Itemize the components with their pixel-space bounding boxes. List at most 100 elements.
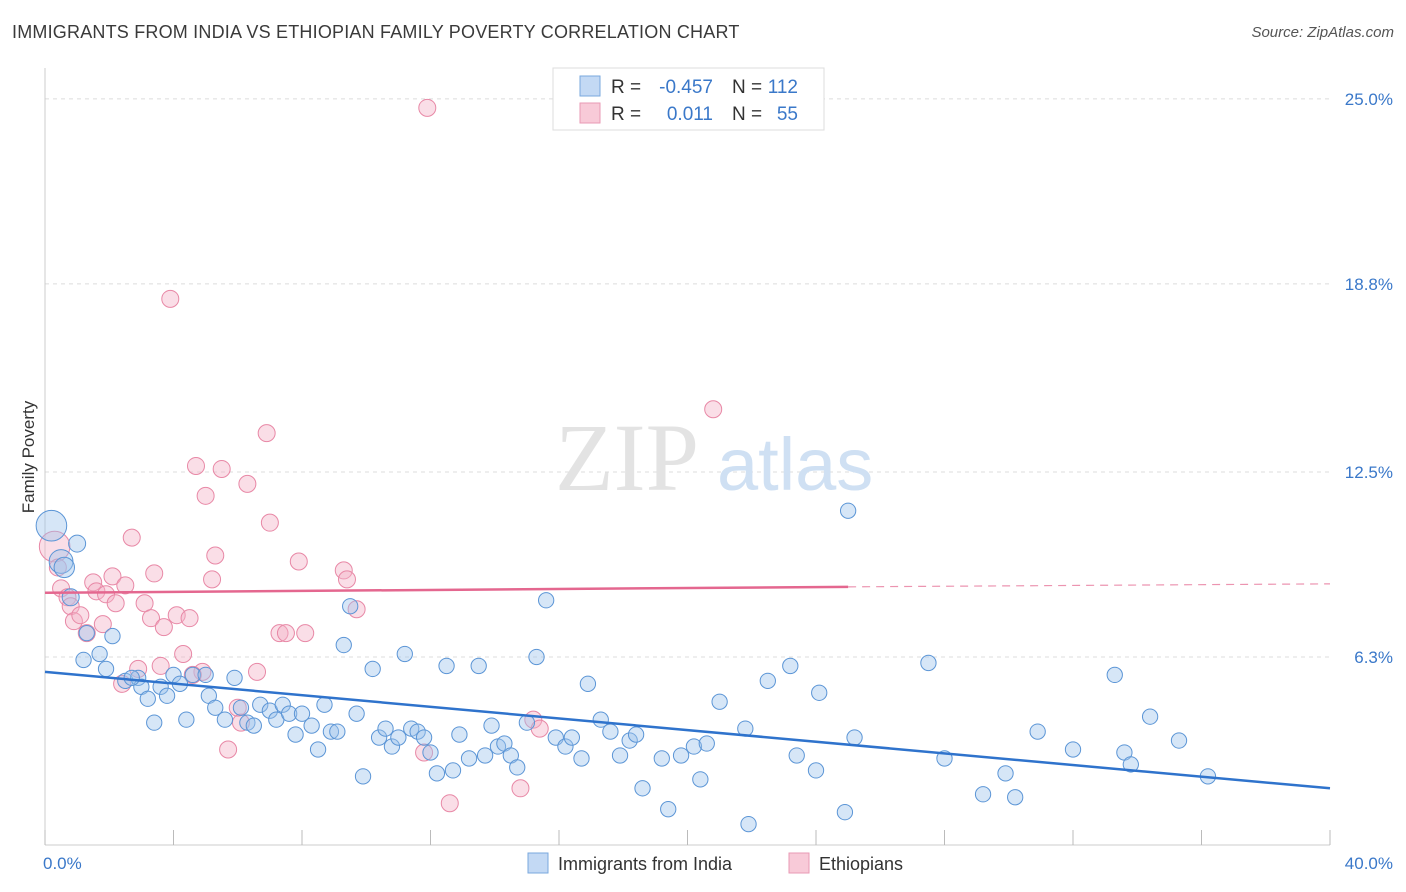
series-india-points — [35, 502, 1217, 833]
ethiopians-point — [174, 644, 193, 663]
india-point — [146, 714, 163, 731]
india-point — [415, 729, 433, 746]
india-point — [920, 654, 937, 672]
ethiopians-point — [161, 289, 180, 308]
india-point — [428, 765, 446, 782]
india-point — [422, 744, 439, 761]
india-point — [451, 726, 468, 743]
y-tick-label: 6.3% — [1354, 648, 1393, 667]
chart-title: IMMIGRANTS FROM INDIA VS ETHIOPIAN FAMIL… — [12, 22, 740, 42]
ethiopians-point — [257, 424, 276, 443]
legend-n-label-india: N = — [732, 77, 762, 98]
india-point — [409, 723, 426, 740]
ethiopians-point — [212, 459, 231, 478]
india-point — [335, 636, 352, 654]
ethiopians-point — [103, 567, 122, 586]
india-point — [309, 741, 327, 758]
india-point — [97, 660, 115, 678]
india-point — [216, 711, 234, 728]
watermark-zip: ZIP — [555, 404, 699, 511]
trend-line-india — [44, 670, 1331, 790]
india-point — [370, 729, 388, 746]
axes — [44, 68, 1331, 846]
india-point — [1007, 789, 1024, 806]
india-point — [672, 747, 690, 764]
ethiopians-point — [106, 594, 125, 613]
legend-r-value-ethiopians: 0.011 — [667, 104, 713, 125]
trend-lines — [44, 583, 1331, 790]
ethiopians-point — [296, 624, 315, 643]
india-point — [698, 735, 715, 752]
india-point — [342, 598, 359, 615]
ethiopians-point — [142, 609, 161, 628]
india-point — [573, 750, 590, 767]
ethiopians-point — [97, 585, 116, 604]
legend-n-label-ethiopians: N = — [732, 104, 762, 125]
india-point — [184, 666, 201, 684]
india-point — [158, 687, 176, 704]
ethiopians-point — [122, 528, 141, 547]
india-point — [839, 502, 857, 519]
india-point — [322, 723, 340, 740]
india-point — [438, 657, 455, 675]
source-label: Source: ZipAtlas.com — [1251, 24, 1394, 41]
series-legend-label-india: Immigrants from India — [558, 854, 733, 874]
india-point — [974, 786, 992, 803]
india-point — [621, 732, 638, 749]
india-point — [788, 747, 805, 764]
ethiopians-point — [71, 606, 90, 625]
india-point — [538, 592, 555, 609]
india-point — [123, 669, 140, 687]
series-legend-swatch-ethiopians — [788, 852, 810, 874]
india-point — [476, 747, 494, 764]
series-ethiopians-points — [38, 98, 723, 813]
ethiopians-point — [704, 400, 723, 419]
ethiopians-point — [228, 698, 247, 717]
india-point — [396, 645, 413, 663]
india-point — [711, 693, 728, 710]
trend-line-ethiopians — [44, 585, 849, 595]
india-point — [1064, 741, 1082, 758]
india-point — [287, 726, 304, 743]
legend-n-value-india: 112 — [768, 77, 798, 98]
india-point — [91, 645, 108, 663]
legend-r-label-india: R = — [611, 77, 641, 98]
watermark: ZIP atlas — [555, 404, 873, 511]
india-point — [483, 717, 500, 734]
ethiopians-point — [337, 570, 356, 589]
india-point — [383, 738, 401, 755]
y-tick-labels: 6.3% 12.5% 18.8% 25.0% — [1345, 90, 1393, 667]
india-point — [653, 750, 670, 767]
ethiopians-point — [38, 530, 71, 563]
india-point — [364, 660, 381, 678]
correlation-legend: R = -0.457 N = 112 R = 0.011 N = 55 — [552, 67, 825, 131]
legend-r-value-india: -0.457 — [659, 77, 713, 98]
india-point — [1141, 708, 1159, 725]
ethiopians-point — [260, 513, 279, 532]
india-point — [846, 729, 863, 746]
ethiopians-point — [270, 624, 289, 643]
ethiopians-point — [93, 615, 112, 634]
india-point — [509, 759, 526, 776]
india-point — [329, 723, 346, 740]
ethiopians-point — [151, 656, 170, 675]
ethiopians-point — [289, 552, 308, 571]
ethiopians-point — [196, 486, 215, 505]
india-point — [444, 762, 462, 779]
india-point — [1106, 666, 1123, 684]
x-tick-label: 40.0% — [1345, 854, 1393, 873]
india-point — [197, 666, 214, 684]
ethiopians-point — [415, 743, 434, 762]
india-point — [78, 624, 95, 642]
india-point — [377, 720, 394, 737]
india-point — [634, 780, 651, 797]
series-legend-swatch-india — [527, 852, 549, 874]
ethiopians-point — [135, 594, 154, 613]
series-legend-label-ethiopians: Ethiopians — [819, 854, 903, 874]
ethiopians-point — [145, 564, 164, 583]
india-point — [836, 804, 854, 821]
india-point — [470, 657, 487, 675]
ethiopians-point — [248, 662, 267, 681]
ethiopians-point — [186, 456, 205, 475]
